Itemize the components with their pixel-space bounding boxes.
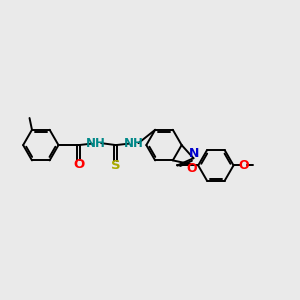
Text: O: O (238, 159, 249, 172)
Text: N: N (188, 147, 199, 160)
Text: NH: NH (86, 136, 106, 150)
Text: S: S (111, 159, 121, 172)
Text: O: O (186, 162, 196, 175)
Text: NH: NH (124, 136, 143, 150)
Text: O: O (73, 158, 84, 171)
